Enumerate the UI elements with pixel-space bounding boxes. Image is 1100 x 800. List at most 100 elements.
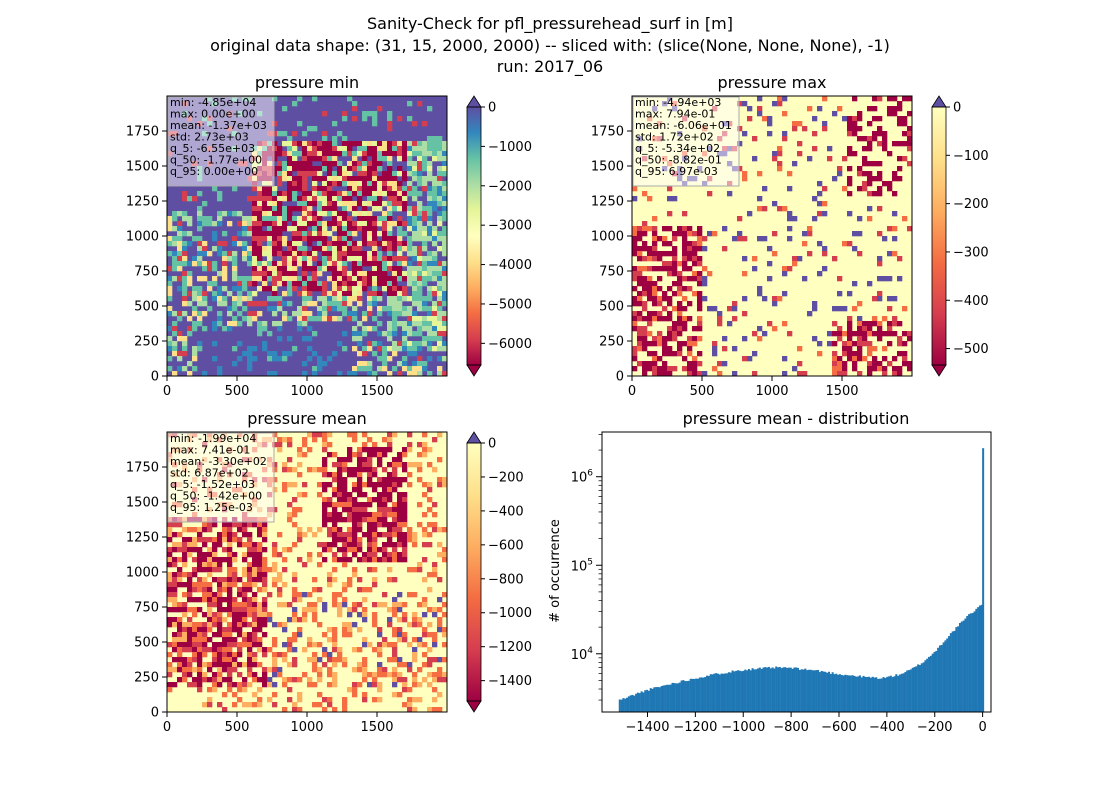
heatmap-cell bbox=[367, 181, 373, 187]
heatmap-cell bbox=[312, 657, 318, 663]
heatmap-cell bbox=[277, 166, 283, 172]
heatmap-cell bbox=[252, 291, 258, 297]
heatmap-cell bbox=[247, 281, 253, 287]
heatmap-cell bbox=[417, 567, 423, 573]
heatmap-cell bbox=[682, 306, 688, 312]
heatmap-cell bbox=[847, 356, 853, 362]
heatmap-cell bbox=[252, 582, 258, 588]
heatmap-cell bbox=[397, 371, 403, 377]
heatmap-cell bbox=[197, 657, 203, 663]
heatmap-cell bbox=[167, 642, 173, 648]
heatmap-cell bbox=[212, 597, 218, 603]
heatmap-cell bbox=[432, 562, 438, 568]
heatmap-cell bbox=[782, 371, 788, 377]
heatmap-cell bbox=[397, 196, 403, 202]
heatmap-cell bbox=[182, 271, 188, 277]
heatmap-cell bbox=[342, 151, 348, 157]
heatmap-cell bbox=[182, 527, 188, 533]
heatmap-cell bbox=[382, 467, 388, 473]
heatmap-cell bbox=[377, 271, 383, 277]
heatmap-cell bbox=[387, 221, 393, 227]
heatmap-cell bbox=[347, 301, 353, 307]
heatmap-cell bbox=[262, 602, 268, 608]
heatmap-cell bbox=[417, 326, 423, 332]
heatmap-cell bbox=[642, 191, 648, 197]
heatmap-cell bbox=[397, 497, 403, 503]
heatmap-cell bbox=[692, 336, 698, 342]
heatmap-cell bbox=[172, 647, 178, 653]
heatmap-cell bbox=[427, 321, 433, 327]
heatmap-cell bbox=[427, 186, 433, 192]
heatmap-cell bbox=[677, 226, 683, 232]
heatmap-cell bbox=[842, 346, 848, 352]
heatmap-cell bbox=[412, 236, 418, 242]
heatmap-cell bbox=[257, 527, 263, 533]
heatmap-cell bbox=[392, 301, 398, 307]
heatmap-cell bbox=[427, 331, 433, 337]
heatmap-cell bbox=[392, 331, 398, 337]
heatmap-cell bbox=[237, 672, 243, 678]
heatmap-cell bbox=[292, 577, 298, 583]
heatmap-cell bbox=[777, 151, 783, 157]
heatmap-cell bbox=[167, 682, 173, 688]
heatmap-cell bbox=[172, 341, 178, 347]
heatmap-cell bbox=[342, 191, 348, 197]
heatmap-cell bbox=[392, 291, 398, 297]
heatmap-cell bbox=[182, 341, 188, 347]
heatmap-cell bbox=[652, 336, 658, 342]
heatmap-cell bbox=[302, 437, 308, 443]
heatmap-cell bbox=[432, 301, 438, 307]
heatmap-cell bbox=[342, 532, 348, 538]
heatmap-cell bbox=[267, 196, 273, 202]
heatmap-cell bbox=[302, 281, 308, 287]
heatmap-cell bbox=[287, 687, 293, 693]
heatmap-cell bbox=[352, 161, 358, 167]
histogram-bar bbox=[696, 678, 700, 712]
heatmap-cell bbox=[867, 281, 873, 287]
heatmap-cell bbox=[352, 482, 358, 488]
heatmap-cell bbox=[887, 331, 893, 337]
heatmap-cell bbox=[647, 321, 653, 327]
heatmap-cell bbox=[432, 236, 438, 242]
heatmap-cell bbox=[432, 266, 438, 272]
heatmap-cell bbox=[372, 121, 378, 127]
heatmap-cell bbox=[232, 361, 238, 367]
heatmap-cell bbox=[322, 296, 328, 302]
heatmap-cell bbox=[207, 547, 213, 553]
heatmap-cell bbox=[317, 657, 323, 663]
heatmap-cell bbox=[442, 286, 448, 292]
heatmap-cell bbox=[787, 171, 793, 177]
histogram-bar bbox=[897, 675, 900, 712]
heatmap-cell bbox=[337, 647, 343, 653]
histogram-bar bbox=[949, 633, 952, 712]
heatmap-cell bbox=[672, 266, 678, 272]
heatmap-cell bbox=[257, 226, 263, 232]
heatmap-cell bbox=[302, 201, 308, 207]
heatmap-cell bbox=[632, 266, 638, 272]
heatmap-cell bbox=[632, 226, 638, 232]
heatmap-cell bbox=[407, 186, 413, 192]
heatmap-cell bbox=[292, 311, 298, 317]
histogram-bar bbox=[777, 667, 780, 712]
heatmap-cell bbox=[777, 146, 783, 152]
heatmap-cell bbox=[437, 667, 443, 673]
heatmap-cell bbox=[662, 306, 668, 312]
heatmap-cell bbox=[322, 176, 328, 182]
heatmap-cell bbox=[407, 281, 413, 287]
heatmap-cell bbox=[282, 462, 288, 468]
colorbar: 0−200−400−600−800−1000−1200−1400 bbox=[466, 431, 532, 713]
colorbar-tick-label: −5000 bbox=[488, 297, 532, 312]
heatmap-cell bbox=[227, 552, 233, 558]
heatmap-cell bbox=[852, 366, 858, 372]
heatmap-cell bbox=[182, 612, 188, 618]
heatmap-cell bbox=[417, 371, 423, 377]
heatmap-cell bbox=[432, 512, 438, 518]
heatmap-cell bbox=[797, 346, 803, 352]
heatmap-cell bbox=[642, 331, 648, 337]
heatmap-cell bbox=[222, 667, 228, 673]
heatmap-cell bbox=[307, 211, 313, 217]
heatmap-cell bbox=[267, 241, 273, 247]
heatmap-cell bbox=[382, 201, 388, 207]
heatmap-cell bbox=[192, 296, 198, 302]
heatmap-cell bbox=[372, 181, 378, 187]
